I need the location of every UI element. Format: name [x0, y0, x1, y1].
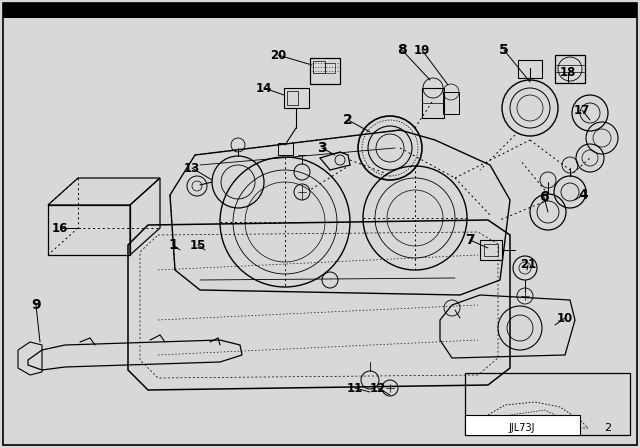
Circle shape	[554, 419, 566, 431]
Bar	[443, 92, 459, 114]
Text: JJL73J: JJL73J	[509, 423, 535, 433]
Text: 11: 11	[347, 382, 363, 395]
Text: 12: 12	[370, 382, 386, 395]
Text: 17: 17	[574, 103, 590, 116]
Text: 16: 16	[52, 221, 68, 234]
Bar	[480, 240, 502, 260]
Text: 4: 4	[578, 188, 588, 202]
Circle shape	[490, 417, 506, 433]
Text: 10: 10	[557, 311, 573, 324]
Text: 7: 7	[465, 233, 475, 247]
Bar	[484, 244, 498, 256]
Bar	[465, 373, 630, 435]
Bar	[555, 55, 585, 83]
Text: 5: 5	[499, 43, 509, 57]
Text: 19: 19	[414, 43, 430, 56]
Bar	[287, 91, 298, 105]
Text: 18: 18	[560, 65, 576, 78]
Text: 13: 13	[184, 161, 200, 175]
Bar	[310, 58, 340, 84]
Bar	[325, 63, 335, 73]
Text: 9: 9	[31, 298, 41, 312]
Bar	[518, 60, 542, 78]
Text: 2: 2	[604, 423, 612, 433]
Text: 3: 3	[317, 141, 327, 155]
Bar	[284, 88, 309, 108]
Text: 2: 2	[343, 113, 353, 127]
Bar	[3, 3, 637, 18]
Text: 15: 15	[190, 238, 206, 251]
Text: 6: 6	[539, 190, 549, 204]
Text: 20: 20	[270, 48, 286, 61]
Text: 14: 14	[256, 82, 272, 95]
Text: 1: 1	[168, 238, 178, 252]
Bar	[465, 415, 580, 435]
Bar	[313, 61, 325, 73]
Text: 8: 8	[397, 43, 407, 57]
Bar	[278, 143, 293, 155]
Text: 21: 21	[520, 258, 536, 271]
Bar	[422, 88, 444, 118]
